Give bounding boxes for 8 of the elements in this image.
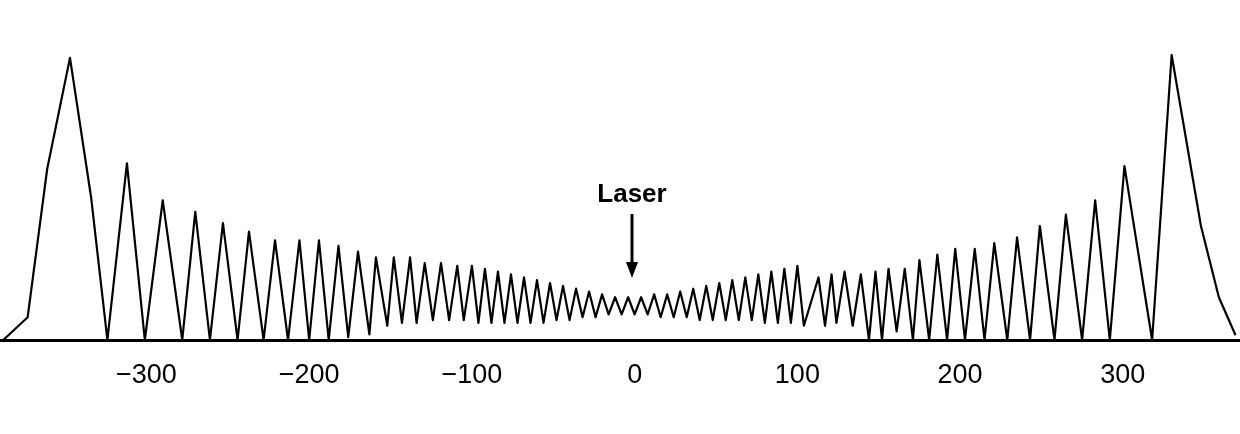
x-tick-label: 300 [1100, 358, 1146, 389]
x-tick-label: −300 [116, 358, 177, 389]
x-tick-label: −100 [441, 358, 503, 389]
x-tick-label: 0 [627, 358, 643, 389]
x-tick-label: 100 [774, 358, 820, 389]
x-tick-label: 200 [937, 358, 983, 389]
annotation: Laser [597, 178, 667, 208]
x-tick-label: −200 [278, 358, 340, 389]
